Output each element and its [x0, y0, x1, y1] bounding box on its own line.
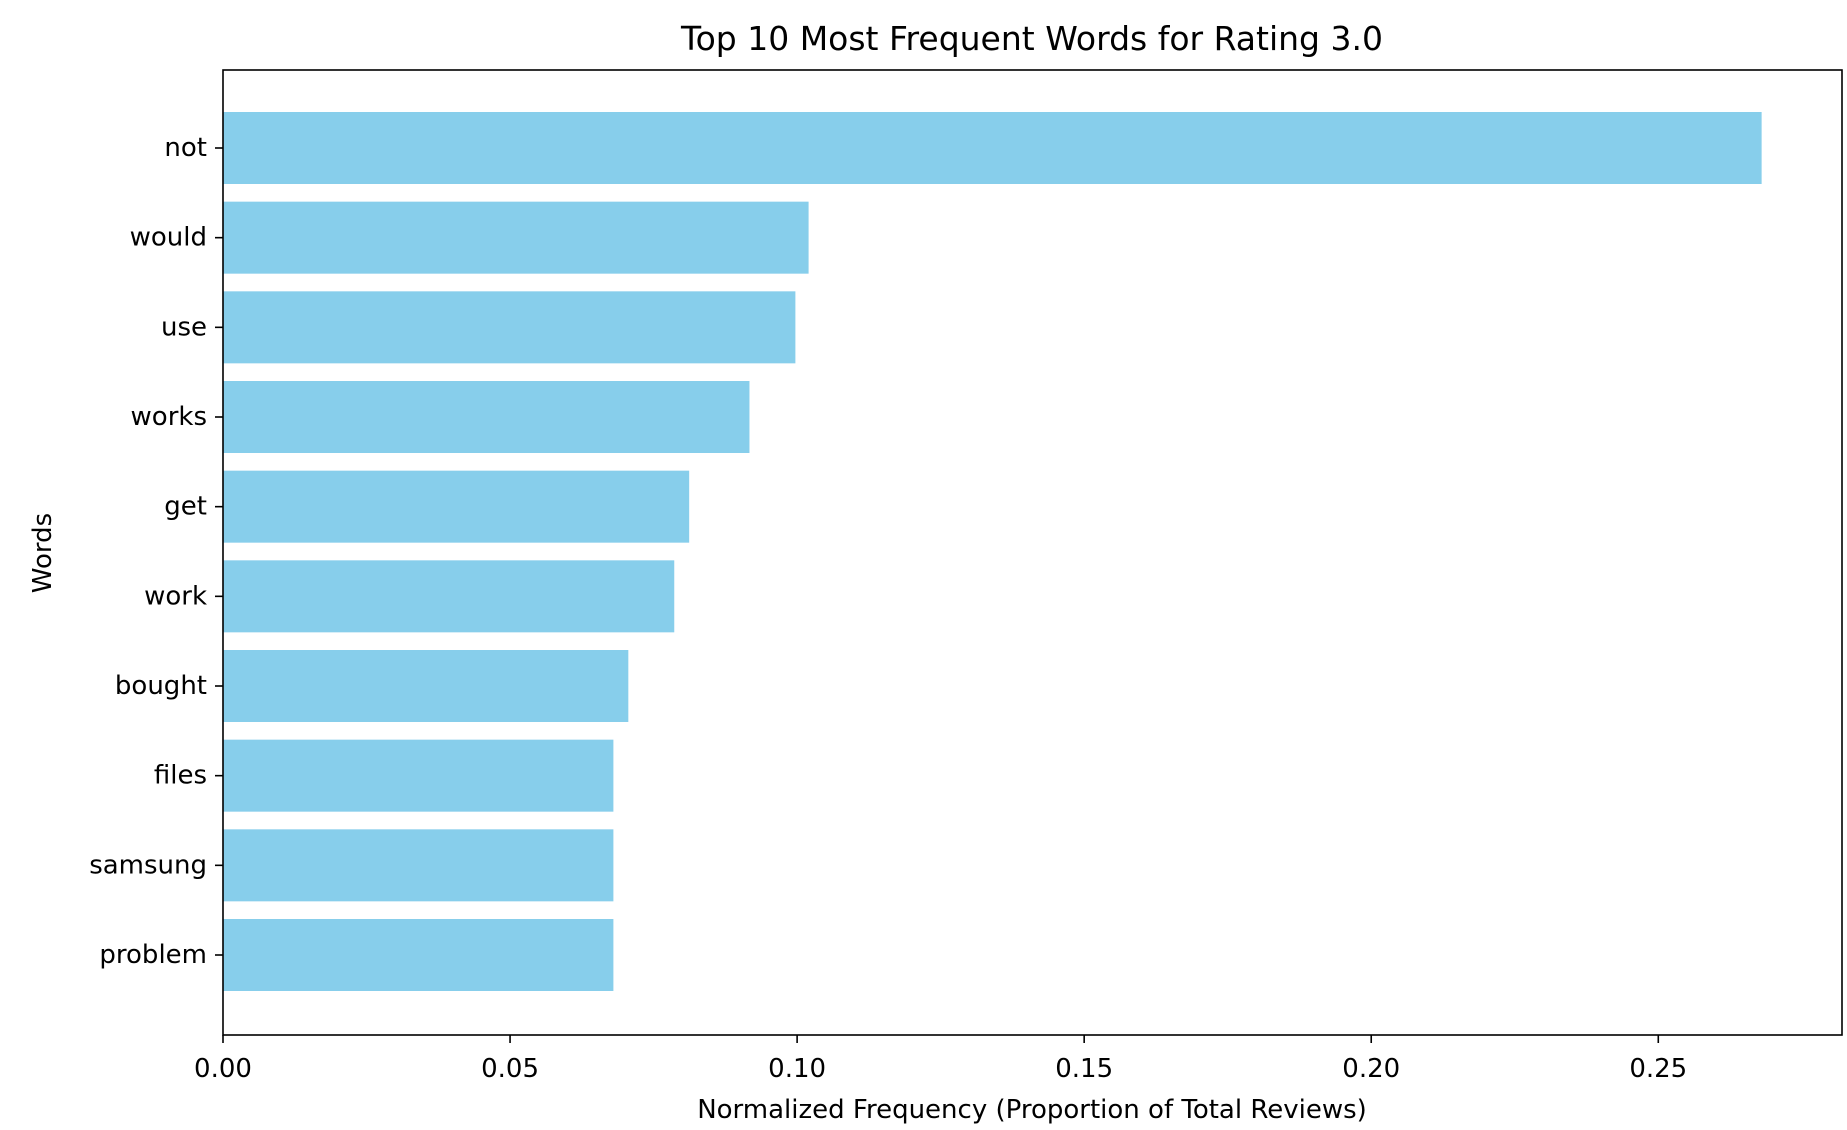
y-tick-label: use [161, 312, 207, 342]
x-axis-ticks: 0.00 0.05 0.10 0.15 0.20 0.25 [194, 1035, 1687, 1084]
y-tick-label: problem [99, 940, 207, 970]
plot-frame [222, 69, 1843, 1036]
y-tick-label: not [164, 133, 207, 163]
x-tick-label: 0.15 [1055, 1054, 1113, 1084]
y-tick-label: work [144, 581, 207, 611]
y-axis-label: Words [28, 513, 58, 593]
bar-problem [223, 919, 614, 991]
y-tick-label: files [154, 761, 207, 791]
bar-get [223, 470, 690, 543]
bar-would [223, 201, 809, 274]
x-tick-label: 0.20 [1342, 1054, 1400, 1084]
y-tick-label: works [131, 402, 207, 432]
bar-bought [223, 650, 629, 722]
y-tick-label: samsung [89, 850, 207, 880]
x-tick-label: 0.05 [481, 1054, 539, 1084]
y-tick-label: bought [115, 671, 207, 701]
x-axis-label: Normalized Frequency (Proportion of Tota… [697, 1095, 1367, 1125]
x-tick-label: 0.00 [194, 1054, 252, 1084]
x-tick-label: 0.10 [768, 1054, 826, 1084]
x-tick-label: 0.25 [1629, 1054, 1687, 1084]
bar-use [223, 291, 796, 364]
bars [223, 112, 1762, 991]
y-tick-label: get [164, 492, 207, 522]
bar-samsung [223, 829, 614, 902]
bar-not [223, 112, 1762, 184]
chart-title: Top 10 Most Frequent Words for Rating 3.… [680, 19, 1383, 58]
bar-works [223, 381, 750, 453]
y-tick-label: would [130, 223, 207, 253]
bar-work [223, 560, 675, 633]
bar-files [223, 739, 614, 812]
y-axis-ticks: not would use works get work bought files samsun… [89, 133, 223, 970]
